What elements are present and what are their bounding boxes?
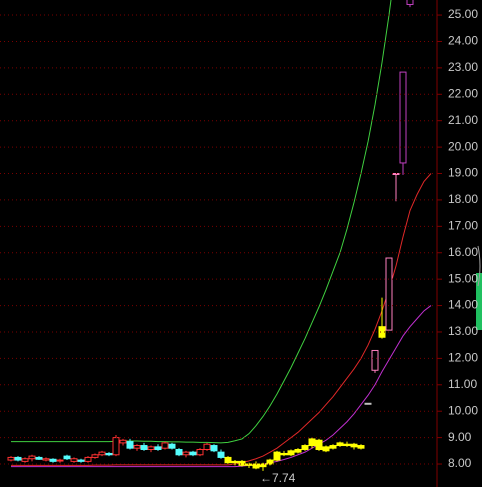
y-tick-label: 14.00: [448, 298, 478, 312]
candle-body: [28, 455, 36, 460]
candle-body: [168, 443, 176, 449]
y-tick-label: 17.00: [448, 219, 478, 233]
candle-body: [112, 437, 120, 456]
candle-body: [266, 459, 274, 465]
candle-body: [161, 442, 169, 449]
candle-body: [35, 456, 43, 460]
candle-body: [343, 443, 351, 447]
candle-body: [126, 441, 134, 449]
candle-body: [364, 402, 372, 405]
plot-area: [7, 0, 432, 471]
candle-body: [329, 445, 337, 449]
candle-body: [308, 438, 316, 447]
y-tick-label: 21.00: [448, 113, 478, 127]
y-tick-label: 15.00: [448, 271, 478, 285]
candle-body: [259, 463, 267, 468]
candle-body: [287, 450, 295, 456]
candle-body: [105, 452, 113, 456]
side-indicator: [476, 273, 482, 330]
candle-body: [224, 456, 232, 464]
candle-body: [140, 445, 148, 450]
candle-body: [231, 460, 239, 464]
candle-body: [189, 451, 197, 456]
candle-body: [357, 445, 365, 449]
candle-body: [210, 445, 218, 452]
y-tick-label: 24.00: [448, 34, 478, 48]
candle-body: [182, 451, 190, 456]
candle-body: [21, 458, 29, 462]
candle-body: [350, 443, 358, 448]
candle-body: [245, 463, 253, 466]
candle-body: [301, 445, 309, 450]
candle-body: [371, 349, 379, 371]
candle-body: [98, 451, 106, 456]
candle-body: [315, 439, 323, 450]
y-tick-label: 10.00: [448, 403, 478, 417]
candle-body: [91, 454, 99, 458]
candle-body: [49, 458, 57, 462]
y-tick-label: 20.00: [448, 139, 478, 153]
candle-body: [217, 451, 225, 458]
candle-body: [70, 458, 78, 462]
band-line: [11, 173, 432, 466]
y-tick-label: 18.00: [448, 192, 478, 206]
candle-body: [63, 455, 71, 460]
candle-body: [273, 451, 281, 461]
y-tick-label: 12.00: [448, 351, 478, 365]
candle-body: [385, 257, 393, 331]
y-tick-label: 25.00: [448, 7, 478, 21]
candle-body: [147, 446, 155, 450]
candle-body: [203, 443, 211, 450]
y-tick-label: 9.00: [448, 430, 472, 444]
candle-body: [336, 442, 344, 447]
y-tick-label: 22.00: [448, 86, 478, 100]
candle-body: [7, 456, 15, 461]
candle-body: [238, 460, 246, 466]
candle-body: [84, 456, 92, 462]
candle-body: [196, 448, 204, 456]
candle-body: [56, 459, 64, 462]
candle-body: [399, 71, 407, 164]
candle-body: [119, 439, 127, 444]
candle-body: [133, 445, 141, 449]
side-bracket: [477, 245, 481, 287]
y-tick-label: 11.00: [448, 377, 477, 391]
candle-body: [378, 326, 386, 338]
y-tick-label: 23.00: [448, 60, 478, 74]
candle-body: [42, 458, 50, 461]
candle-body: [154, 446, 162, 450]
candle-body: [252, 463, 260, 469]
candle-body: [175, 448, 183, 456]
y-tick-label: 19.00: [448, 166, 478, 180]
candle-body: [322, 446, 330, 452]
candle-body: [14, 456, 22, 461]
y-tick-label: 13.00: [448, 324, 478, 338]
candle-body: [406, 0, 414, 5]
band-line: [11, 0, 392, 444]
low-annotation: ←7.74: [260, 471, 296, 485]
y-tick-label: 16.00: [448, 245, 478, 259]
candle-body: [294, 448, 302, 453]
candle-body: [77, 459, 85, 462]
band-line: [11, 305, 432, 468]
y-tick-label: 8.00: [448, 456, 472, 470]
candle-body: [280, 452, 288, 456]
